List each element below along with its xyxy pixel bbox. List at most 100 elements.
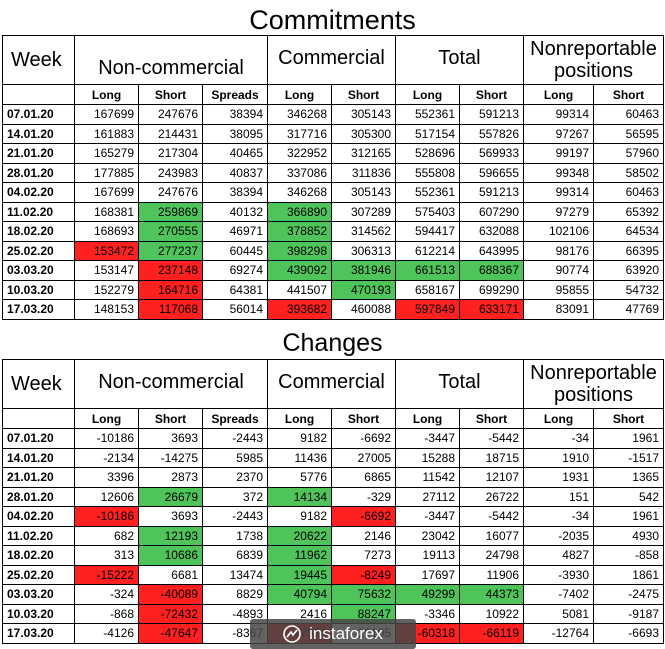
value-cell: -9187 [593, 603, 664, 624]
value-cell: 11962 [267, 545, 332, 566]
value-cell: 247676 [138, 104, 203, 125]
commitments-row: 10.03.20 152279 164716 64381 441507 470193 658… [2, 279, 664, 300]
value-cell: -15222 [74, 564, 139, 585]
value-cell: -6692 [331, 428, 396, 449]
value-cell: -34 [523, 428, 594, 449]
value-cell: 60445 [202, 240, 268, 261]
value-cell: 63920 [593, 260, 664, 281]
week-cell: 25.02.20 [2, 240, 75, 261]
value-cell: -2035 [523, 525, 594, 546]
value-cell: 317716 [267, 123, 332, 144]
value-cell: 393682 [267, 299, 332, 320]
value-cell: 6681 [138, 564, 203, 585]
value-cell: 60463 [593, 182, 664, 203]
value-cell: -10186 [74, 506, 139, 527]
instaforex-watermark: instaforex [250, 619, 416, 649]
value-cell: 40794 [267, 584, 332, 605]
value-cell: 214431 [138, 123, 203, 144]
value-cell: -66119 [459, 623, 524, 644]
changes-row: 04.02.20 -10186 3693 -2443 9182 -6692 -3447 -54… [2, 506, 664, 527]
total-header: Total [395, 359, 524, 409]
week-cell: 21.01.20 [2, 143, 75, 164]
value-cell: 17697 [395, 564, 460, 585]
week-cell: 11.02.20 [2, 201, 75, 222]
nonreportable-short-header: Short [593, 84, 664, 105]
changes-row: 25.02.20 -15222 6681 13474 19445 -8249 17697 11… [2, 564, 664, 585]
value-cell: 372 [202, 486, 268, 507]
value-cell: 56595 [593, 123, 664, 144]
value-cell: 10922 [459, 603, 524, 624]
noncommercial-spreads-header: Spreads [202, 408, 268, 429]
value-cell: 57960 [593, 143, 664, 164]
value-cell: -40089 [138, 584, 203, 605]
changes-row: 28.01.20 12606 26679 372 14134 -329 27112 26722… [2, 486, 664, 507]
commercial-long-header: Long [267, 408, 332, 429]
week-cell: 18.02.20 [2, 221, 75, 242]
value-cell: 26679 [138, 486, 203, 507]
changes-row: 07.01.20 -10186 3693 -2443 9182 -6692 -3447 -54… [2, 428, 664, 449]
commitments-row: 21.01.20 165279 217304 40465 322952 312165 528… [2, 143, 664, 164]
value-cell: 569933 [459, 143, 524, 164]
nonreportable-long-header: Long [523, 84, 594, 105]
commercial-header: Commercial [267, 359, 396, 409]
value-cell: 58502 [593, 162, 664, 183]
value-cell: 168381 [74, 201, 139, 222]
week-cell: 11.02.20 [2, 525, 75, 546]
changes-row: 14.01.20 -2134 -14275 5985 11436 27005 15288 18… [2, 447, 664, 468]
value-cell: 13474 [202, 564, 268, 585]
value-cell: 38394 [202, 104, 268, 125]
value-cell: 661513 [395, 260, 460, 281]
value-cell: 552361 [395, 104, 460, 125]
value-cell: 346268 [267, 182, 332, 203]
value-cell: 6839 [202, 545, 268, 566]
value-cell: 40465 [202, 143, 268, 164]
value-cell: 161883 [74, 123, 139, 144]
value-cell: 277237 [138, 240, 203, 261]
value-cell: -10186 [74, 428, 139, 449]
value-cell: 19445 [267, 564, 332, 585]
total-long-header: Long [395, 84, 460, 105]
value-cell: 65392 [593, 201, 664, 222]
instaforex-logo-icon [283, 625, 301, 643]
week-cell: 28.01.20 [2, 162, 75, 183]
value-cell: 4930 [593, 525, 664, 546]
value-cell: 1861 [593, 564, 664, 585]
value-cell: 460088 [331, 299, 396, 320]
value-cell: 381946 [331, 260, 396, 281]
value-cell: 597849 [395, 299, 460, 320]
value-cell: 555808 [395, 162, 460, 183]
value-cell: 6865 [331, 467, 396, 488]
value-cell: 1961 [593, 428, 664, 449]
week-cell: 21.01.20 [2, 467, 75, 488]
value-cell: -8249 [331, 564, 396, 585]
value-cell: 311836 [331, 162, 396, 183]
value-cell: 337086 [267, 162, 332, 183]
value-cell: 98176 [523, 240, 594, 261]
commitments-row: 03.03.20 153147 237148 69274 439092 381946 661… [2, 260, 664, 281]
value-cell: -2443 [202, 506, 268, 527]
value-cell: 153147 [74, 260, 139, 281]
noncommercial-long-header: Long [74, 408, 139, 429]
commitments-row: 18.02.20 168693 270555 46971 378852 314562 594… [2, 221, 664, 242]
week-header: Week [2, 359, 75, 409]
value-cell: -3447 [395, 428, 460, 449]
noncommercial-short-header: Short [138, 84, 203, 105]
value-cell: 688367 [459, 260, 524, 281]
value-cell: 643995 [459, 240, 524, 261]
total-header: Total [395, 35, 524, 85]
commercial-short-header: Short [331, 408, 396, 429]
week-cell: 28.01.20 [2, 486, 75, 507]
value-cell: 153472 [74, 240, 139, 261]
value-cell: 658167 [395, 279, 460, 300]
week-cell: 03.03.20 [2, 260, 75, 281]
nonreportable-short-header: Short [593, 408, 664, 429]
value-cell: 1961 [593, 506, 664, 527]
value-cell: 1365 [593, 467, 664, 488]
value-cell: -4126 [74, 623, 139, 644]
value-cell: 12107 [459, 467, 524, 488]
value-cell: 64381 [202, 279, 268, 300]
value-cell: -2443 [202, 428, 268, 449]
value-cell: -6692 [331, 506, 396, 527]
value-cell: 19113 [395, 545, 460, 566]
value-cell: 83091 [523, 299, 594, 320]
